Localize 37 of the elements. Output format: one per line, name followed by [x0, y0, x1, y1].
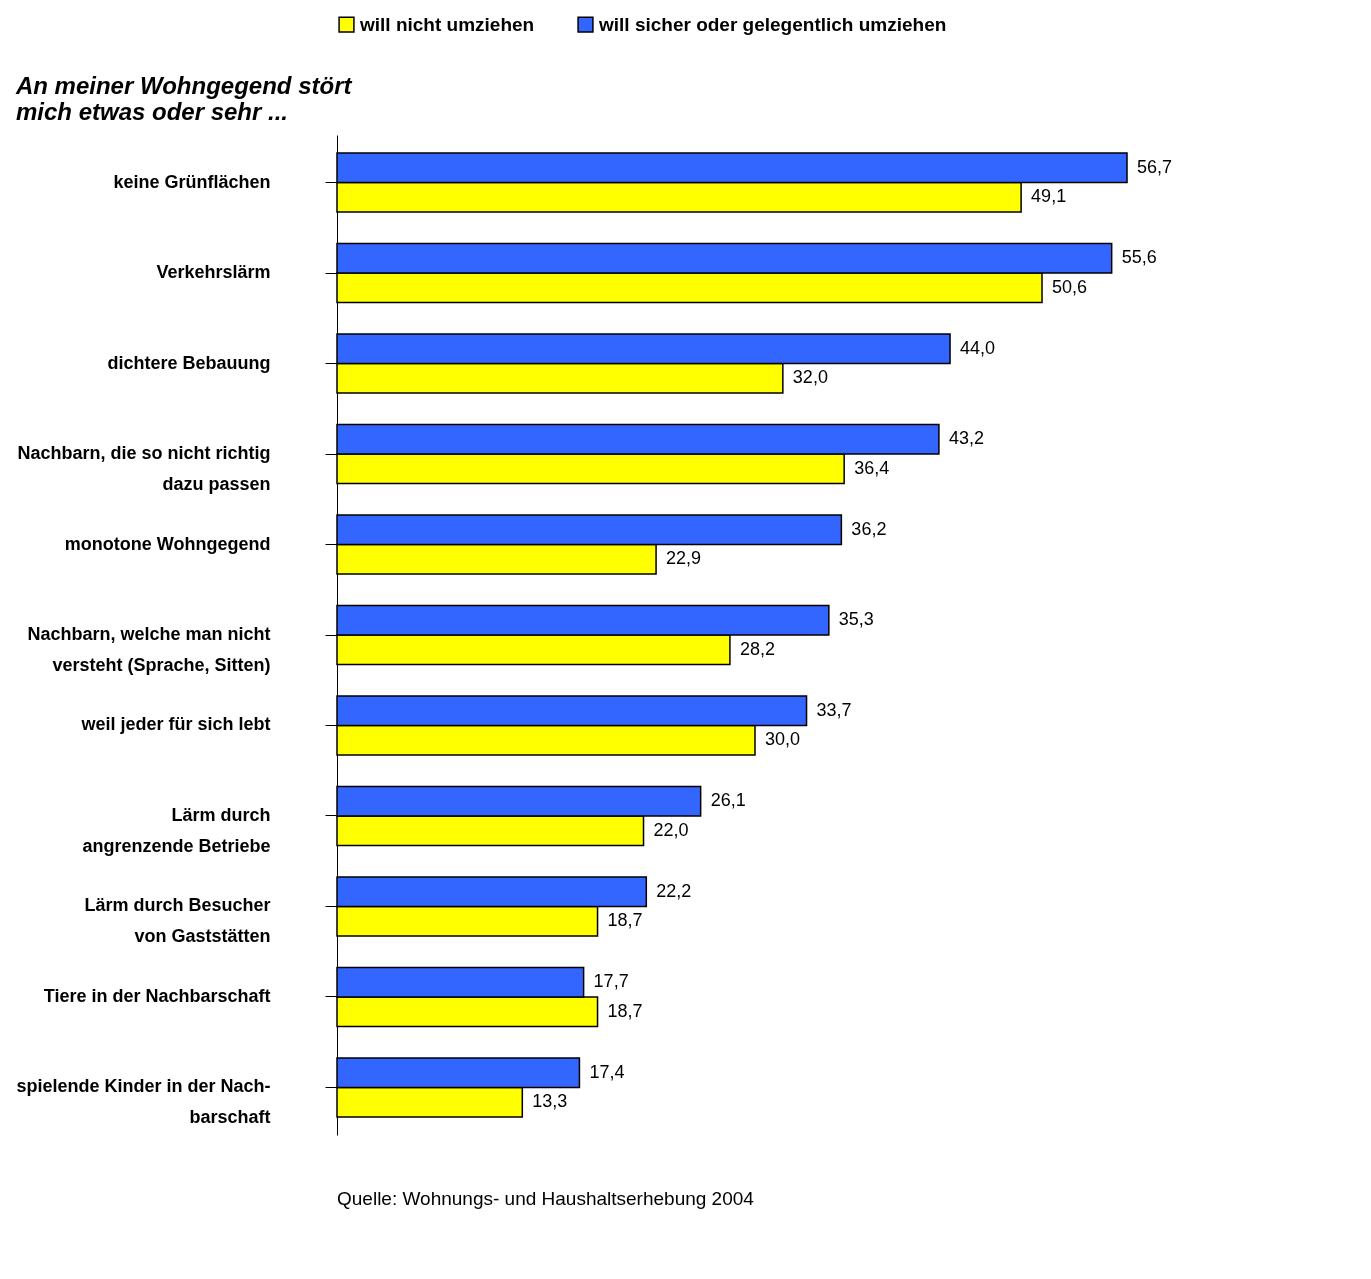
- data-label: 50,6: [1052, 276, 1088, 297]
- data-label: 56,7: [1137, 156, 1173, 177]
- source-note: Quelle: Wohnungs- und Haushaltserhebung 2004: [337, 1188, 755, 1209]
- data-label: 30,0: [764, 729, 801, 750]
- y-tick-label: Nachbarn, die so nicht richtig dazu passen: [17, 443, 271, 494]
- y-tick-label: Nachbarn, welche man nicht versteht (Sprache, Sitten): [27, 624, 271, 675]
- y-tick-label: Lärm durch Besucher von Gaststätten: [84, 895, 271, 947]
- data-label: 22,9: [666, 548, 702, 569]
- data-label: 44,0: [960, 337, 996, 358]
- data-label: 13,3: [532, 1091, 568, 1112]
- legend-label: will sicher oder gelegentlich umziehen: [598, 13, 947, 35]
- data-label: 17,4: [589, 1061, 625, 1082]
- data-label: 28,2: [739, 638, 775, 659]
- y-tick-label: spielende Kinder in der Nach- barschaft: [16, 1076, 271, 1128]
- data-label: 43,2: [948, 428, 984, 449]
- data-label: 36,2: [851, 518, 887, 539]
- y-tick-label: monotone Wohngegend: [64, 533, 271, 554]
- data-label: 33,7: [816, 699, 852, 720]
- data-label: 18,7: [607, 1000, 643, 1021]
- data-label: 22,0: [653, 819, 689, 840]
- data-label: 32,0: [792, 367, 828, 388]
- data-label: 55,6: [1121, 247, 1157, 268]
- data-label: 49,1: [1031, 186, 1067, 207]
- y-tick-label: Tiere in der Nachbarschaft: [43, 985, 271, 1006]
- y-tick-label: dichtere Bebauung: [107, 352, 271, 373]
- y-tick-label: Verkehrslärm: [156, 262, 271, 283]
- y-tick-label: Lärm durch angrenzende Betriebe: [82, 805, 271, 856]
- data-label: 18,7: [607, 910, 643, 931]
- data-label: 26,1: [710, 790, 746, 811]
- data-label: 22,2: [656, 880, 692, 901]
- data-label: 36,4: [854, 457, 890, 478]
- y-tick-label: keine Grünflächen: [113, 171, 271, 192]
- chart-title: An meiner Wohngegend stört mich etwas oder sehr ...: [14, 72, 353, 125]
- y-tick-label: weil jeder für sich lebt: [80, 714, 271, 735]
- legend-label: will nicht umziehen: [359, 13, 535, 35]
- data-label: 17,7: [593, 971, 629, 992]
- data-label: 35,3: [838, 609, 874, 630]
